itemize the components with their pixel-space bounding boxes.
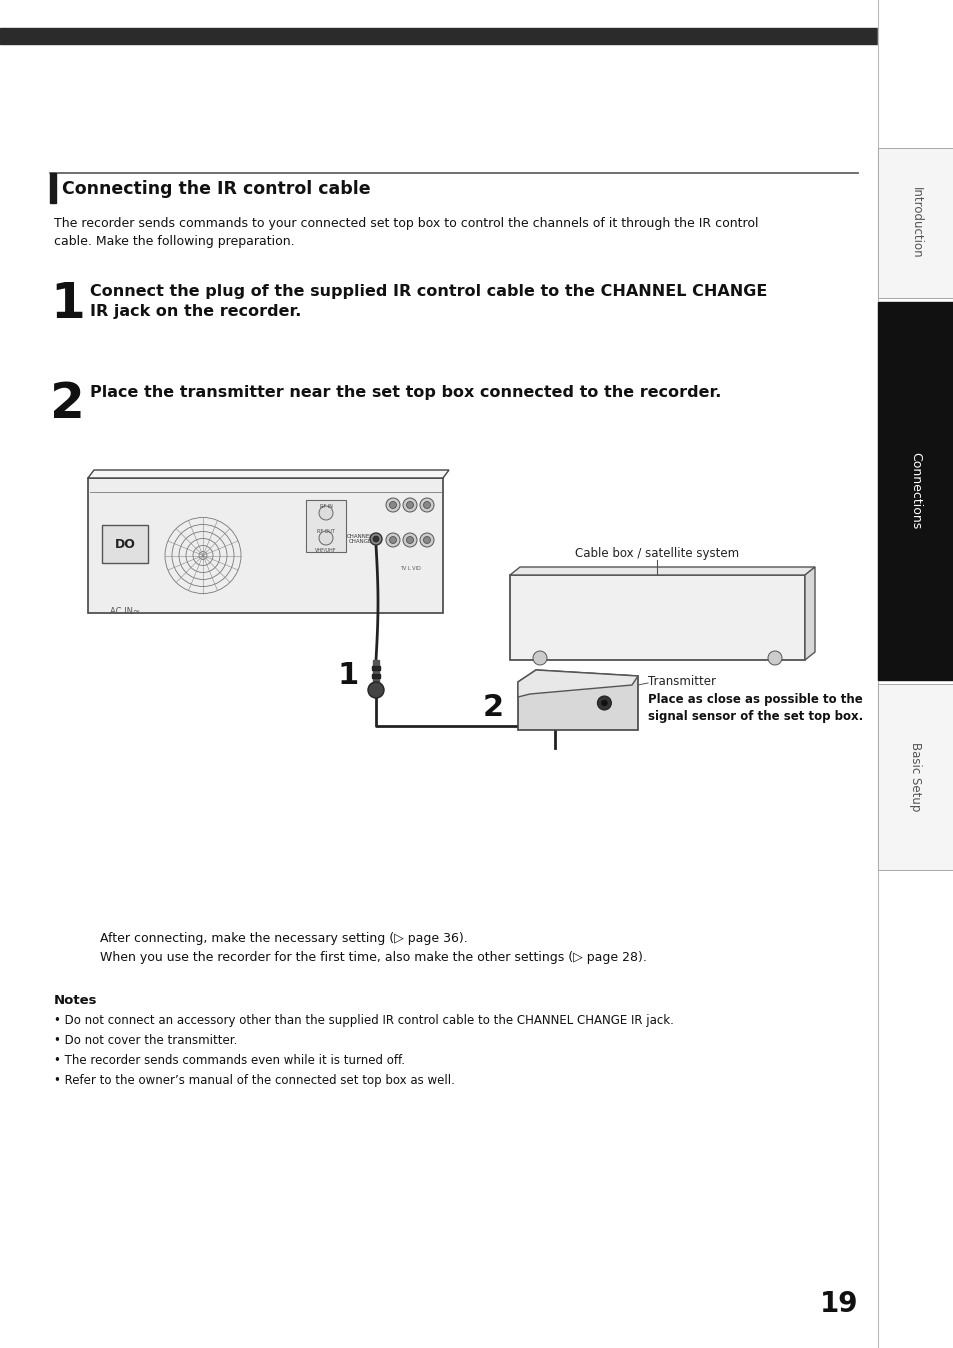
Text: Connect the plug of the supplied IR control cable to the CHANNEL CHANGE
IR jack : Connect the plug of the supplied IR cont…: [90, 284, 766, 318]
Polygon shape: [510, 568, 814, 576]
Bar: [306, 500, 346, 551]
Circle shape: [419, 532, 434, 547]
Bar: [510, 576, 804, 661]
Text: 2: 2: [50, 380, 85, 429]
Text: • The recorder sends commands even while it is turned off.: • The recorder sends commands even while…: [54, 1054, 405, 1068]
Text: Place the transmitter near the set top box connected to the recorder.: Place the transmitter near the set top b…: [90, 386, 720, 400]
Text: The recorder sends commands to your connected set top box to control the channel: The recorder sends commands to your conn…: [54, 217, 758, 248]
Text: • Do not cover the transmitter.: • Do not cover the transmitter.: [54, 1034, 237, 1047]
Circle shape: [419, 497, 434, 512]
Bar: [373, 661, 378, 682]
Bar: [372, 674, 379, 678]
Text: 1: 1: [50, 280, 85, 328]
Text: • Do not connect an accessory other than the supplied IR control cable to the CH: • Do not connect an accessory other than…: [54, 1014, 673, 1027]
Text: Transmitter: Transmitter: [647, 675, 716, 687]
Text: Cable box / satellite system: Cable box / satellite system: [575, 547, 739, 559]
Circle shape: [423, 537, 430, 543]
Bar: [877, 683, 953, 869]
Circle shape: [318, 531, 333, 545]
Text: CHANNEL
CHANGE: CHANNEL CHANGE: [347, 534, 373, 545]
Polygon shape: [517, 670, 638, 731]
Circle shape: [406, 501, 413, 508]
Text: RF OUT: RF OUT: [316, 528, 335, 534]
Text: Place as close as possible to the
signal sensor of the set top box.: Place as close as possible to the signal…: [647, 693, 862, 723]
Circle shape: [386, 532, 399, 547]
Bar: [50, 173, 56, 204]
Text: Basic Setup: Basic Setup: [908, 743, 922, 811]
Text: AC IN~: AC IN~: [110, 607, 140, 616]
Circle shape: [389, 537, 396, 543]
Circle shape: [373, 537, 378, 542]
Circle shape: [368, 682, 384, 698]
Circle shape: [767, 651, 781, 665]
Circle shape: [402, 532, 416, 547]
Text: RF IN: RF IN: [319, 504, 332, 510]
Polygon shape: [88, 470, 449, 479]
Circle shape: [370, 532, 381, 545]
Bar: [102, 524, 148, 563]
Text: DO: DO: [114, 538, 135, 550]
Text: Connections: Connections: [908, 453, 922, 530]
Bar: [877, 0, 953, 1348]
Text: 19: 19: [819, 1290, 857, 1318]
Text: After connecting, make the necessary setting (▷ page 36).
When you use the recor: After connecting, make the necessary set…: [100, 931, 646, 964]
Text: Connecting the IR control cable: Connecting the IR control cable: [62, 181, 370, 198]
Text: 1: 1: [337, 661, 359, 689]
Circle shape: [423, 501, 430, 508]
Text: VHF/UHF: VHF/UHF: [314, 547, 336, 551]
Circle shape: [386, 497, 399, 512]
Bar: [88, 479, 442, 613]
Circle shape: [533, 651, 546, 665]
Text: Notes: Notes: [54, 993, 97, 1007]
Circle shape: [600, 700, 607, 706]
Text: 2: 2: [482, 693, 503, 723]
Text: TV L VID: TV L VID: [399, 566, 420, 572]
Text: • Refer to the owner’s manual of the connected set top box as well.: • Refer to the owner’s manual of the con…: [54, 1074, 455, 1086]
Bar: [877, 302, 953, 679]
Circle shape: [389, 501, 396, 508]
Polygon shape: [804, 568, 814, 661]
Circle shape: [402, 497, 416, 512]
Circle shape: [406, 537, 413, 543]
Bar: [0, 28, 953, 44]
Text: Introduction: Introduction: [908, 187, 922, 259]
Polygon shape: [517, 670, 638, 697]
Bar: [372, 666, 379, 670]
Circle shape: [597, 696, 611, 710]
Bar: [877, 148, 953, 298]
Circle shape: [318, 506, 333, 520]
